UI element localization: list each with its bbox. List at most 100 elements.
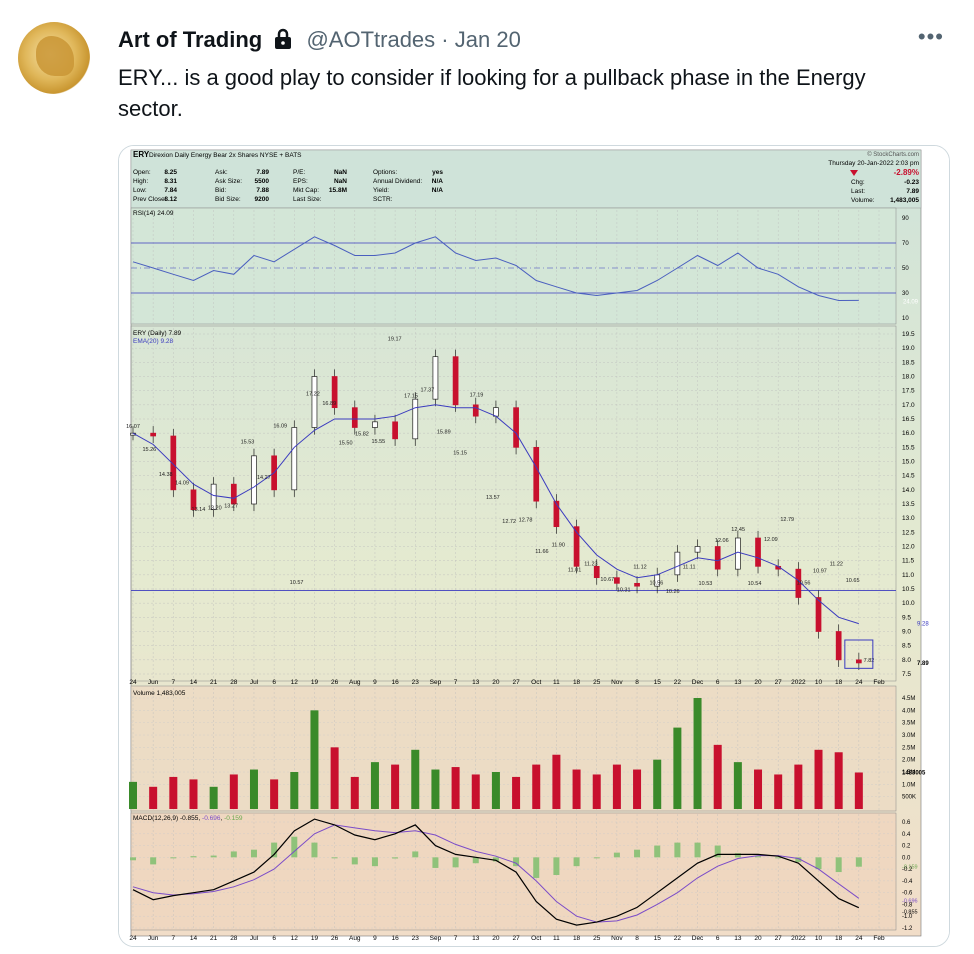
date-tick: 10 xyxy=(815,935,823,942)
macd-last-tag: -0.855 xyxy=(902,910,918,916)
author-handle[interactable]: @AOTtrades xyxy=(306,27,436,52)
price-annotation: 17.37 xyxy=(421,387,435,393)
date-tick: 16 xyxy=(391,679,399,686)
price-tick: 18.5 xyxy=(902,359,915,366)
price-annotation: 10.57 xyxy=(290,580,304,586)
macd-tick: 0.2 xyxy=(902,844,911,850)
rsi-tick: 90 xyxy=(902,216,909,222)
macd-hist-bar xyxy=(492,857,499,862)
macd-hist-bar xyxy=(654,845,661,858)
volume-label: Volume 1,483,005 xyxy=(133,690,186,697)
volume-bar xyxy=(330,747,339,809)
macd-hist-bar xyxy=(775,857,782,859)
date-tick: 24 xyxy=(129,679,137,686)
info-label: Bid: xyxy=(215,187,226,194)
volume-bar xyxy=(129,781,137,809)
volume-tick: 2.5M xyxy=(902,745,915,751)
price-annotation: 7.82 xyxy=(864,658,875,664)
down-arrow-icon xyxy=(850,170,858,176)
price-tick: 15.0 xyxy=(902,459,915,466)
date-tick: 22 xyxy=(674,935,682,942)
date-tick: 14 xyxy=(190,679,198,686)
candle xyxy=(291,427,298,491)
tweet-date[interactable]: Jan 20 xyxy=(454,27,521,52)
info-value: 7.84 xyxy=(164,187,177,194)
info-label: Bid Size: xyxy=(215,196,241,203)
macd-hist-bar xyxy=(412,851,419,858)
macd-hist-bar xyxy=(190,856,197,858)
volume-bar xyxy=(713,744,722,809)
tweet-image[interactable]: ERY Direxion Daily Energy Bear 2x Shares… xyxy=(118,145,950,947)
more-options-icon[interactable]: ••• xyxy=(917,24,944,49)
date-tick: 18 xyxy=(835,935,843,942)
ema-label: EMA(20) 9.28 xyxy=(133,338,173,345)
date-tick: 20 xyxy=(492,935,500,942)
rsi-tick: 70 xyxy=(902,241,909,247)
price-tick: 11.5 xyxy=(902,558,915,565)
volume-bar xyxy=(249,769,258,809)
price-tick: 14.0 xyxy=(902,487,915,494)
macd-hist-bar xyxy=(795,857,802,863)
price-annotation: 12.72 xyxy=(502,519,516,525)
volume-bar xyxy=(633,769,642,809)
price-tick: 18.0 xyxy=(902,374,915,381)
info-value: 7.89 xyxy=(256,169,269,176)
date-tick: 12 xyxy=(291,679,299,686)
candle xyxy=(432,356,439,400)
date-tick: 13 xyxy=(472,679,480,686)
volume-last-tag: 1483005 xyxy=(902,770,926,776)
tweet-text: ERY... is a good play to consider if loo… xyxy=(118,65,866,121)
price-annotation: 17.19 xyxy=(470,392,484,398)
date-tick: Jul xyxy=(250,935,259,942)
macd-tick: 0.6 xyxy=(902,820,911,826)
author-name[interactable]: Art of Trading xyxy=(118,27,263,52)
volume-bar xyxy=(370,762,379,809)
macd-tick: -0.8 xyxy=(902,902,913,908)
volume-tick: 1.0M xyxy=(902,782,915,788)
volume-bar xyxy=(491,772,500,809)
rsi-last-tag: 24.09 xyxy=(903,299,919,305)
macd-hist-bar xyxy=(271,842,278,858)
info-value: N/A xyxy=(432,178,444,185)
price-tick: 8.5 xyxy=(902,643,911,650)
candle xyxy=(674,551,681,576)
price-annotation: 10.56 xyxy=(797,580,811,586)
date-tick: 8 xyxy=(635,679,639,686)
date-tick: 28 xyxy=(230,679,238,686)
price-annotation: 16.09 xyxy=(273,424,287,430)
macd-hist-bar xyxy=(634,849,641,858)
volume-bar xyxy=(814,749,823,809)
macd-hist-bar xyxy=(755,856,762,858)
candle xyxy=(815,597,822,632)
volume-bar xyxy=(854,772,863,809)
date-tick: 15 xyxy=(654,935,662,942)
price-tick: 17.5 xyxy=(902,388,915,395)
volume-bar xyxy=(693,698,702,809)
rsi-tick: 30 xyxy=(902,291,909,297)
candle xyxy=(735,537,741,570)
date-tick: 26 xyxy=(331,935,339,942)
macd-label: MACD(12,26,9) -0.855, -0.696, -0.159 xyxy=(133,815,243,822)
price-tick: 19.5 xyxy=(902,331,915,338)
vol-label: Volume: xyxy=(851,197,875,204)
date-tick: Nov xyxy=(611,935,623,942)
candle xyxy=(493,407,499,417)
price-annotation: 10.53 xyxy=(699,581,713,587)
candle xyxy=(835,631,842,661)
avatar[interactable] xyxy=(18,22,90,94)
volume-tick: 3.0M xyxy=(902,733,915,739)
volume-bar xyxy=(451,767,460,809)
candle xyxy=(170,435,177,491)
volume-bar xyxy=(794,764,803,809)
vol-value: 1,483,005 xyxy=(890,197,919,204)
macd-hist-bar xyxy=(432,857,439,868)
volume-bar xyxy=(310,710,319,809)
date-tick: 25 xyxy=(593,935,601,942)
price-annotation: 11.66 xyxy=(535,549,548,555)
candle xyxy=(513,407,519,448)
candle xyxy=(230,483,237,505)
price-annotation: 10.97 xyxy=(813,569,827,575)
price-annotation: 10.65 xyxy=(846,578,860,584)
volume-tick: 2.0M xyxy=(902,758,915,764)
price-annotation: 10.31 xyxy=(617,587,631,593)
